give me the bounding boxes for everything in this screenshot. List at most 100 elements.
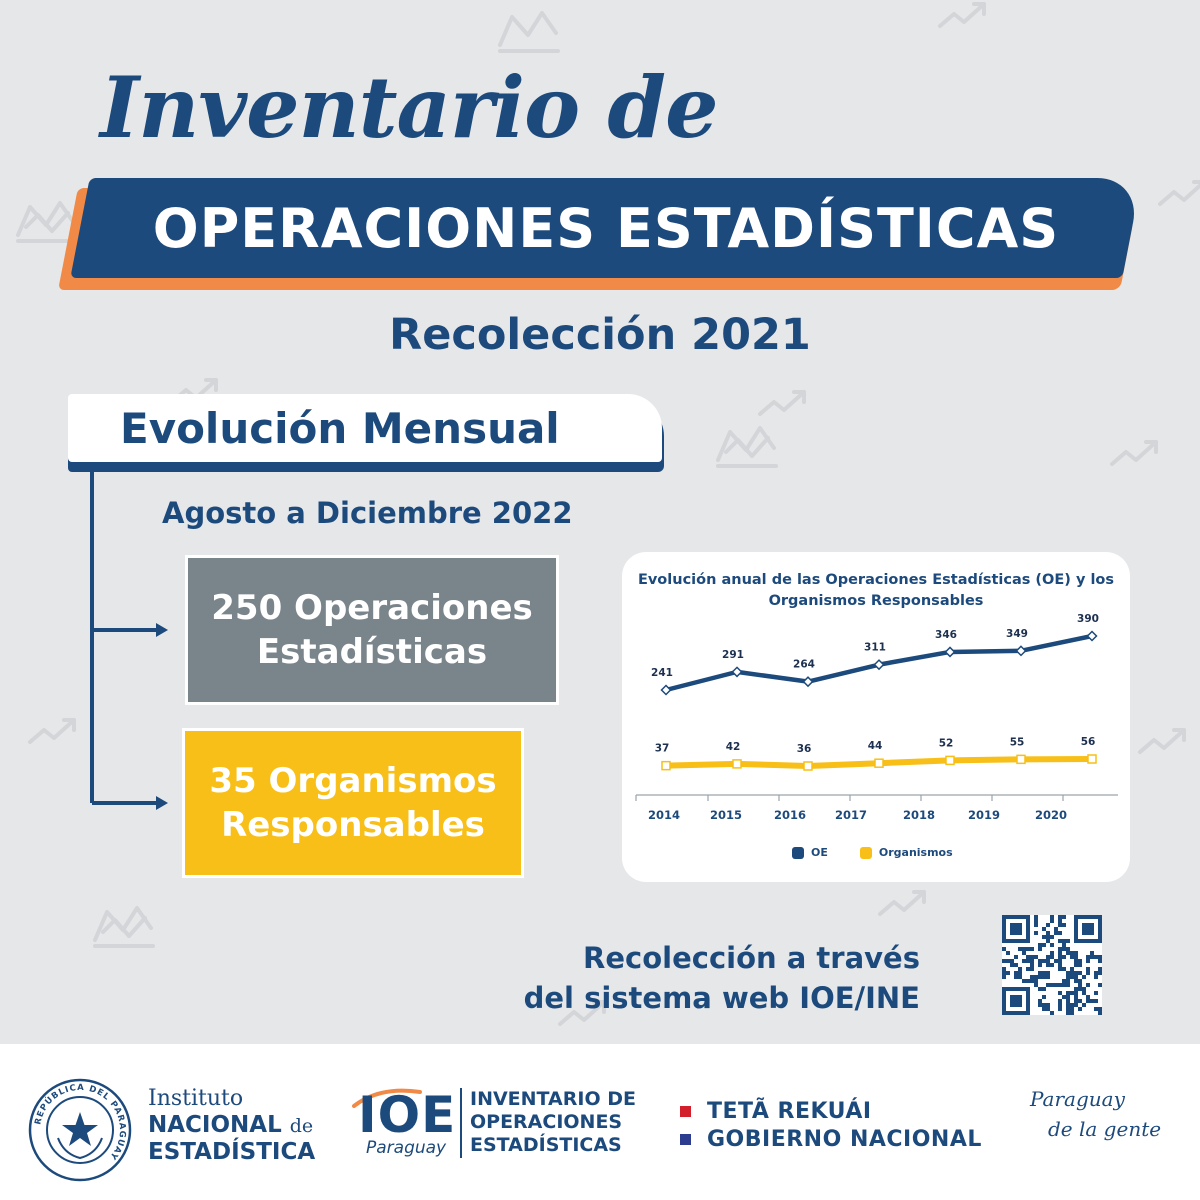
chart-title-line1: Evolución anual de las Operaciones Estad…: [637, 572, 1115, 588]
trend-arrow-icon: [558, 1000, 606, 1026]
data-label-oe: 264: [793, 659, 815, 671]
data-label-oe: 311: [864, 642, 886, 654]
page-subtitle: Recolección 2021: [389, 310, 811, 360]
section-tab: Evolución Mensual: [68, 394, 668, 476]
ioe-name-line3: ESTADÍSTICAS: [470, 1134, 622, 1156]
organisms-stat-box: 35 Organismos Responsables: [182, 728, 524, 878]
data-point-oe: [731, 666, 743, 678]
footer-bar: [0, 1044, 1200, 1200]
title-banner: OPERACIONES ESTADÍSTICAS: [58, 178, 1142, 294]
national-seal-icon: REPÚBLICA DEL PARAGUAY: [28, 1078, 132, 1182]
ioe-divider: [460, 1088, 462, 1158]
tab-face: Evolución Mensual: [68, 394, 662, 462]
arrow-head-icon: [156, 623, 168, 637]
data-point-organismos: [1087, 754, 1097, 764]
data-label-oe: 349: [1006, 628, 1028, 640]
chart-card: Evolución anual de las Operaciones Estad…: [622, 552, 1130, 882]
data-point-organismos: [803, 761, 813, 771]
chart-doodle-icon: [716, 426, 778, 468]
chart-doodle-icon: [93, 906, 155, 948]
chart-title-line2: Organismos Responsables: [768, 593, 984, 609]
x-tick-label: 2020: [1035, 808, 1067, 822]
trend-arrow-icon: [878, 890, 926, 916]
x-tick-label: 2016: [774, 808, 806, 822]
ine-line2: NACIONAL de: [148, 1112, 315, 1139]
data-label-organismos: 36: [797, 743, 812, 755]
chart-title: Evolución anual de las Operaciones Estad…: [636, 570, 1116, 612]
ine-line1: Instituto: [148, 1086, 244, 1111]
data-label-oe: 346: [935, 629, 957, 641]
chart-doodle-icon: [498, 11, 560, 53]
trend-arrow-icon: [1138, 728, 1186, 754]
legend-item-organismos: Organismos: [859, 846, 953, 859]
trend-arrow-icon: [758, 390, 806, 416]
data-label-oe: 291: [722, 649, 744, 661]
ioe-country: Paraguay: [366, 1138, 447, 1158]
data-point-organismos: [874, 758, 884, 768]
x-tick-label: 2014: [648, 808, 680, 822]
gov-line1: TETÃ REKUÁI: [707, 1098, 872, 1124]
chart-doodle-icon: [16, 201, 78, 243]
tab-label: Evolución Mensual: [120, 403, 560, 453]
data-label-oe: 390: [1077, 613, 1099, 625]
data-point-organismos: [945, 755, 955, 766]
data-point-oe: [873, 659, 885, 671]
legend-swatch-organismos: [859, 846, 872, 859]
data-point-oe: [1015, 645, 1027, 657]
collection-note-line2: del sistema web IOE/INE: [523, 981, 920, 1015]
ioe-logo: IOE Paraguay: [350, 1086, 460, 1166]
x-tick-label: 2018: [903, 808, 935, 822]
operations-stat-box: 250 Operaciones Estadísticas: [185, 555, 559, 705]
legend-swatch-oe: [792, 846, 804, 859]
data-label-organismos: 52: [939, 737, 954, 749]
ine-line3: ESTADÍSTICA: [148, 1139, 316, 1165]
ine-line2-main: NACIONAL: [148, 1112, 282, 1138]
slogan-logo: Paraguay de la gente: [1030, 1084, 1170, 1144]
data-label-organismos: 42: [726, 741, 741, 753]
legend-label-oe: OE: [811, 846, 828, 859]
data-point-oe: [944, 646, 956, 658]
x-tick-label: 2019: [968, 808, 1000, 822]
collection-note: Recolección a través del sistema web IOE…: [470, 938, 920, 1018]
ioe-abbr: IOE: [358, 1086, 457, 1144]
organisms-stat-line2: Responsables: [221, 805, 485, 845]
data-label-organismos: 55: [1010, 736, 1025, 748]
connector-lines: [90, 470, 168, 810]
data-label-organismos: 56: [1081, 736, 1096, 748]
data-label-oe: 241: [651, 667, 673, 679]
data-label-organismos: 37: [655, 743, 670, 755]
script-title: Inventario de: [100, 58, 719, 157]
collection-note-line1: Recolección a través: [583, 941, 920, 975]
banner-title: OPERACIONES ESTADÍSTICAS: [152, 196, 1060, 260]
ioe-name-line1: INVENTARIO DE: [470, 1088, 636, 1110]
trend-arrow-icon: [1158, 180, 1200, 206]
government-logo: TETÃ REKUÁI GOBIERNO NACIONAL: [680, 1097, 982, 1153]
gov-red-square: [680, 1105, 691, 1117]
ine-logo-text: Instituto NACIONAL de ESTADÍSTICA: [148, 1086, 315, 1165]
ioe-name-line2: OPERACIONES: [470, 1111, 623, 1133]
organisms-stat-line1: 35 Organismos: [209, 761, 497, 801]
data-point-oe: [802, 676, 814, 688]
ioe-swoosh: [352, 1088, 422, 1108]
chart-legend: OE Organismos: [792, 846, 953, 859]
qr-code-icon[interactable]: [1002, 915, 1102, 1015]
legend-item-oe: OE: [792, 846, 828, 859]
ioe-full-name: INVENTARIO DE OPERACIONES ESTADÍSTICAS: [470, 1088, 636, 1157]
data-point-organismos: [1016, 754, 1026, 765]
legend-label-organismos: Organismos: [878, 846, 953, 859]
data-point-oe: [660, 684, 672, 696]
trend-arrow-icon: [28, 718, 76, 744]
line-chart: 2014 2015 2016 2017 2018 2019 2020 241 291 264 311…: [635, 613, 1118, 822]
data-point-organismos: [661, 760, 671, 771]
x-tick-label: 2015: [710, 808, 742, 822]
x-tick-label: 2017: [835, 808, 867, 822]
gov-line2: GOBIERNO NACIONAL: [707, 1126, 982, 1152]
gov-blue-square: [680, 1133, 691, 1145]
data-point-organismos: [732, 759, 742, 769]
ine-line2-de: de: [289, 1115, 314, 1137]
operations-stat-line2: Estadísticas: [256, 632, 488, 672]
slogan-line1: Paraguay: [1030, 1087, 1125, 1111]
trend-arrow-icon: [938, 2, 986, 28]
arrow-head-icon: [156, 796, 168, 810]
trend-arrow-icon: [1110, 440, 1158, 466]
